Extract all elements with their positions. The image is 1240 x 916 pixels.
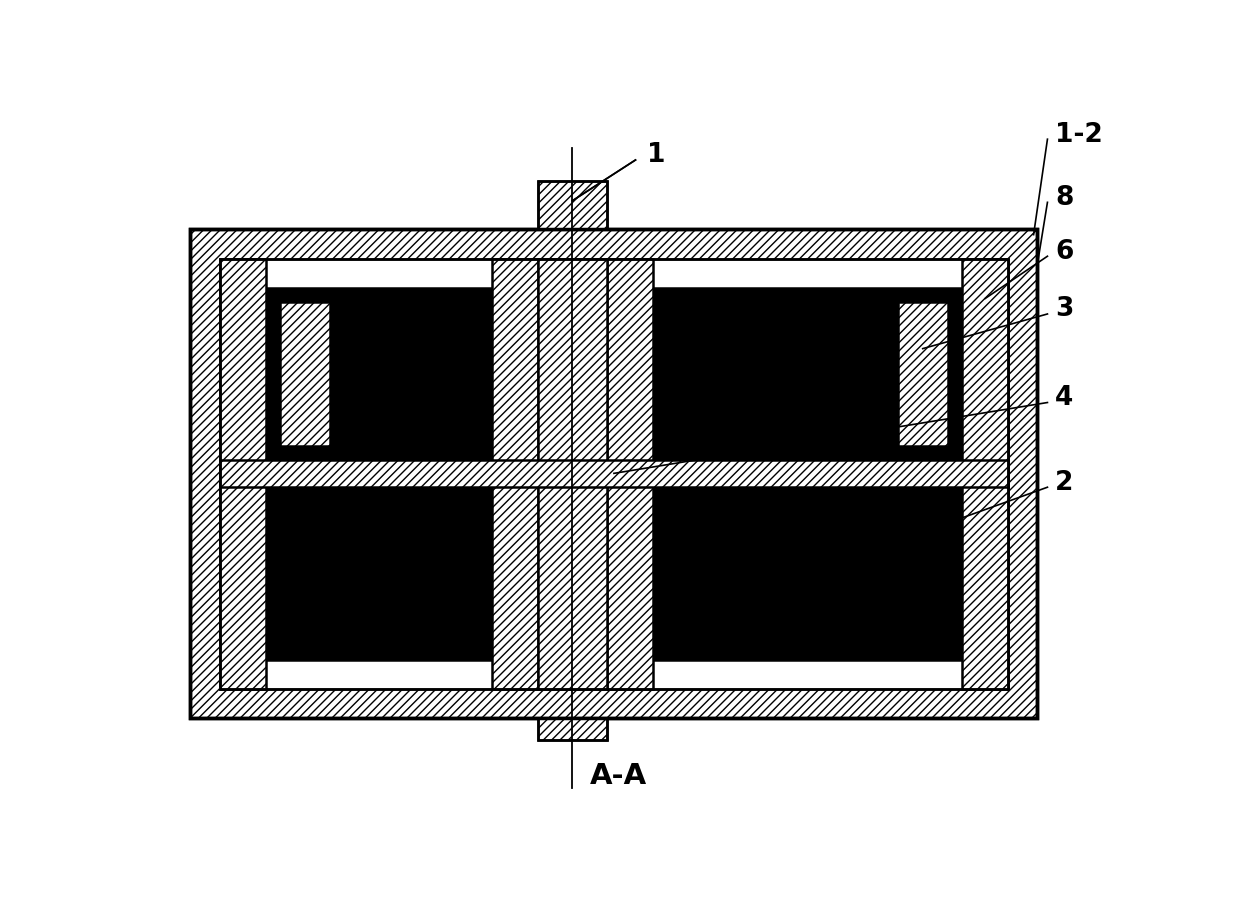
Bar bbox=[265, 487, 491, 660]
Text: 2: 2 bbox=[1055, 470, 1074, 496]
Bar bbox=[538, 718, 608, 740]
Text: 1-2: 1-2 bbox=[1055, 122, 1102, 147]
Bar bbox=[219, 460, 1008, 487]
Bar bbox=[280, 301, 330, 446]
Bar bbox=[653, 288, 962, 460]
Bar bbox=[191, 229, 1038, 718]
Bar bbox=[898, 301, 949, 446]
Bar bbox=[191, 229, 1038, 718]
Bar bbox=[265, 288, 491, 460]
Bar bbox=[538, 718, 608, 740]
Text: 4: 4 bbox=[1055, 385, 1074, 411]
Bar bbox=[653, 487, 962, 660]
Bar bbox=[538, 180, 608, 229]
Text: 8: 8 bbox=[1055, 185, 1074, 211]
Text: A-A: A-A bbox=[590, 762, 647, 790]
Bar bbox=[608, 258, 653, 689]
Text: 6: 6 bbox=[1055, 238, 1074, 265]
Text: 1: 1 bbox=[647, 142, 666, 168]
Bar bbox=[491, 258, 538, 689]
Text: 3: 3 bbox=[1055, 297, 1074, 322]
Bar bbox=[219, 258, 1008, 689]
Bar bbox=[538, 258, 608, 689]
Bar bbox=[962, 258, 1008, 689]
Bar bbox=[219, 258, 265, 689]
Bar bbox=[538, 180, 608, 229]
Bar bbox=[219, 258, 1008, 689]
